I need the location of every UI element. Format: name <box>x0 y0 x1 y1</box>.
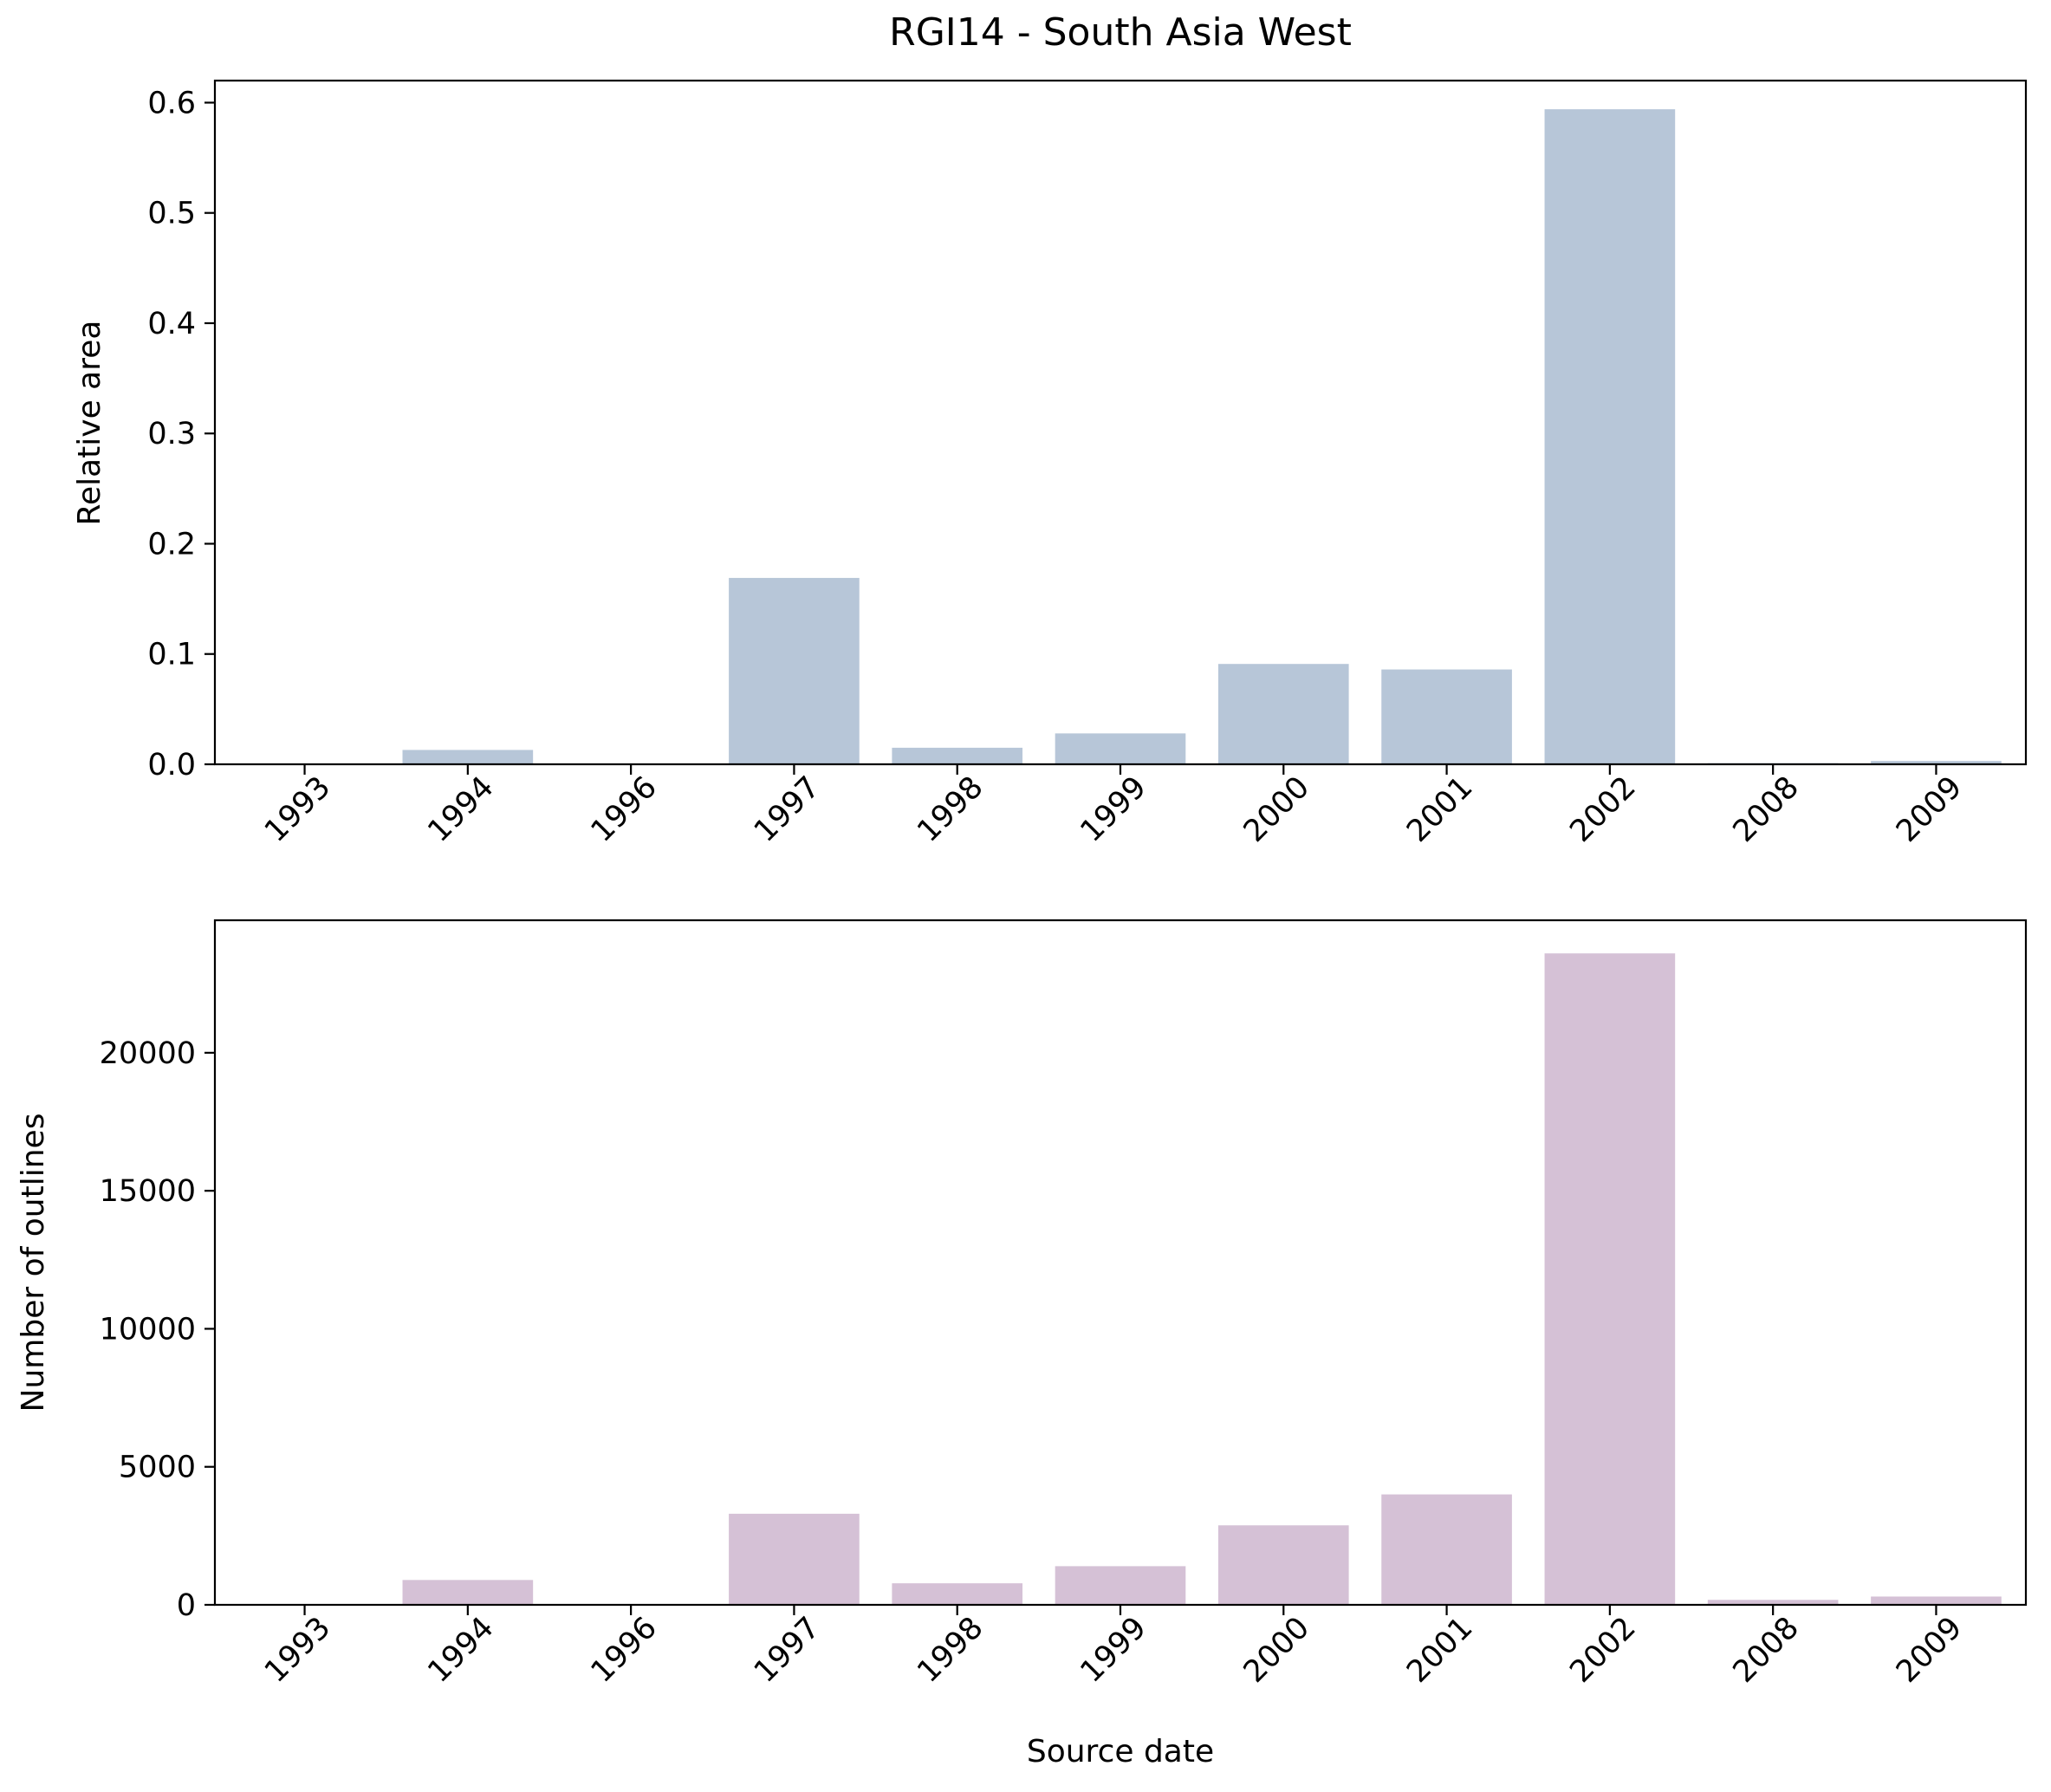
bar-2008 <box>1707 1600 1839 1605</box>
bar-2001 <box>1381 1494 1512 1605</box>
y-tick-label: 5000 <box>119 1451 196 1485</box>
x-axis-label: Source date <box>1027 1734 1214 1769</box>
bar-2002 <box>1544 109 1676 765</box>
bar-1997 <box>729 1513 860 1605</box>
y-tick-label: 20000 <box>100 1036 196 1071</box>
y-axis-label: Relative area <box>72 321 107 526</box>
y-tick-label: 0.4 <box>147 307 196 341</box>
bar-1998 <box>892 1583 1023 1605</box>
y-tick-label: 0.1 <box>147 638 196 672</box>
bar-2002 <box>1544 953 1676 1605</box>
y-tick-label: 0.3 <box>147 417 196 451</box>
y-tick-label: 0.0 <box>147 748 196 782</box>
bar-2001 <box>1381 669 1512 764</box>
y-tick-label: 0.2 <box>147 527 196 562</box>
bar-1994 <box>402 750 534 764</box>
bar-1999 <box>1055 733 1186 764</box>
bar-2000 <box>1217 1525 1349 1605</box>
bar-2009 <box>1871 1596 2002 1605</box>
y-tick-label: 0 <box>177 1588 196 1623</box>
y-tick-label: 0.6 <box>147 86 196 120</box>
bar-2000 <box>1217 664 1349 764</box>
y-tick-label: 10000 <box>100 1312 196 1347</box>
y-tick-label: 15000 <box>100 1174 196 1209</box>
chart-title: RGI14 - South Asia West <box>889 10 1352 55</box>
y-axis-label: Number of outlines <box>16 1114 51 1412</box>
bar-1994 <box>402 1580 534 1605</box>
y-tick-label: 0.5 <box>147 197 196 231</box>
bar-1999 <box>1055 1566 1186 1605</box>
bar-1998 <box>892 747 1023 764</box>
bar-2009 <box>1871 761 2002 764</box>
bar-1997 <box>729 577 860 764</box>
